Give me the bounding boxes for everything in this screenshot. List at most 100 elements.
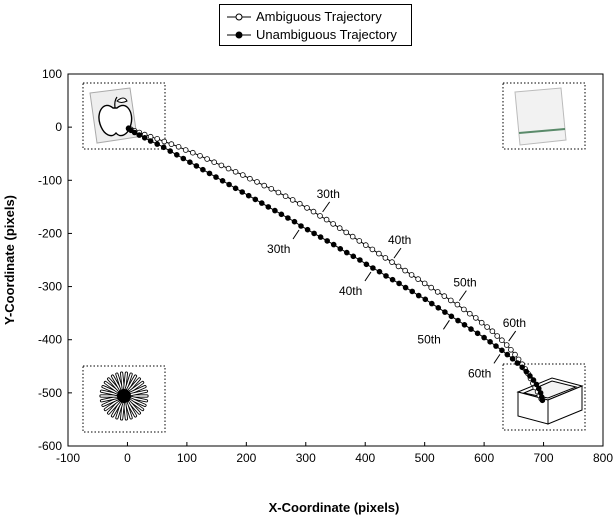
data-point: [211, 159, 218, 166]
data-point: [376, 250, 382, 257]
data-point: [478, 319, 485, 326]
data-point: [296, 200, 303, 207]
data-point: [349, 233, 356, 240]
data-point: [232, 169, 239, 175]
corner-pictures: [82, 82, 586, 433]
data-point: [304, 226, 311, 233]
filled-circle-marker-icon: [227, 31, 251, 39]
apple-stem-icon: [114, 96, 118, 109]
data-point: [409, 288, 416, 295]
data-point: [187, 159, 193, 166]
data-point: [141, 135, 148, 141]
annotation-label: 30th: [317, 187, 340, 201]
data-point: [519, 364, 525, 371]
data-point: [389, 276, 396, 283]
legend: Ambiguous Trajectory Unambiguous Traject…: [219, 4, 412, 46]
annotation-label: 40th: [388, 233, 411, 247]
data-point: [343, 229, 350, 236]
data-point: [442, 309, 448, 315]
data-point: [160, 144, 167, 151]
flower-center-icon: [117, 389, 131, 403]
data-point: [275, 189, 282, 196]
data-point: [383, 273, 389, 279]
x-tick-label: 600: [474, 451, 494, 465]
data-point: [131, 129, 138, 136]
series-ambiguous: [125, 125, 546, 404]
data-point: [402, 284, 409, 291]
data-point: [455, 317, 461, 324]
annotation-leader: [458, 290, 467, 301]
data-point: [484, 324, 490, 330]
annotation-layer: 30th 40th 50th 60th 30th 40th 50th 60th: [267, 187, 526, 380]
data-point: [494, 333, 501, 339]
plot-frame: [67, 73, 604, 447]
y-tick-label: -300: [38, 280, 62, 294]
data-point: [370, 265, 376, 271]
data-point: [272, 207, 278, 214]
data-point: [389, 259, 395, 265]
data-point: [481, 334, 487, 341]
x-tick-label: -100: [56, 451, 80, 465]
data-point: [447, 297, 454, 304]
data-point: [278, 211, 285, 218]
data-point: [395, 263, 402, 270]
data-point: [285, 215, 291, 221]
data-point: [204, 156, 210, 162]
data-point: [240, 172, 246, 178]
y-axis-title: Y-Coordinate (pixels): [2, 195, 17, 325]
data-point: [523, 368, 530, 375]
plot-area-border: [67, 73, 604, 447]
data-point: [441, 293, 448, 299]
data-point: [509, 355, 516, 362]
towel-stripe-icon: [518, 128, 566, 134]
annotation-leader: [364, 271, 372, 282]
data-point: [499, 337, 505, 344]
data-point: [489, 328, 496, 335]
data-point: [434, 289, 441, 295]
picture-frame: [502, 82, 586, 150]
data-point: [200, 166, 206, 173]
data-point: [428, 300, 435, 307]
data-point: [330, 221, 336, 227]
data-point: [239, 189, 246, 195]
data-point: [503, 342, 510, 348]
x-tick-label: 200: [236, 451, 256, 465]
y-tick-label: -400: [38, 333, 62, 347]
x-axis-title: X-Coordinate (pixels): [269, 500, 400, 515]
data-point: [252, 196, 259, 203]
data-point: [219, 178, 226, 184]
apple-leaf-icon: [116, 97, 128, 103]
annotation-leader: [292, 229, 300, 240]
x-tick-label: 300: [296, 451, 316, 465]
data-point: [350, 253, 357, 260]
data-point: [323, 216, 330, 223]
apple-picture: [82, 82, 166, 150]
data-point: [466, 310, 473, 317]
y-tick-label: 100: [42, 67, 62, 81]
data-point: [396, 280, 402, 287]
annotation-label: 40th: [339, 284, 362, 298]
data-point: [147, 138, 154, 144]
data-point: [468, 326, 474, 332]
data-point: [245, 192, 252, 199]
data-point: [317, 213, 323, 219]
data-point: [265, 204, 272, 210]
data-point: [408, 272, 415, 278]
data-point: [268, 186, 275, 192]
data-point: [190, 149, 196, 156]
data-point: [461, 321, 468, 328]
data-point: [415, 276, 421, 282]
series-unambiguous: [125, 125, 546, 403]
data-point: [461, 306, 467, 313]
data-point: [376, 268, 383, 275]
data-point: [289, 197, 296, 203]
data-point: [337, 246, 344, 252]
data-point: [193, 163, 200, 169]
series-line: [128, 127, 543, 401]
y-tick-label: 0: [55, 120, 62, 134]
data-point: [382, 255, 389, 261]
data-point: [168, 141, 175, 147]
data-point: [324, 238, 331, 244]
box-icon: [516, 377, 584, 425]
y-tick-label: -600: [38, 439, 62, 453]
